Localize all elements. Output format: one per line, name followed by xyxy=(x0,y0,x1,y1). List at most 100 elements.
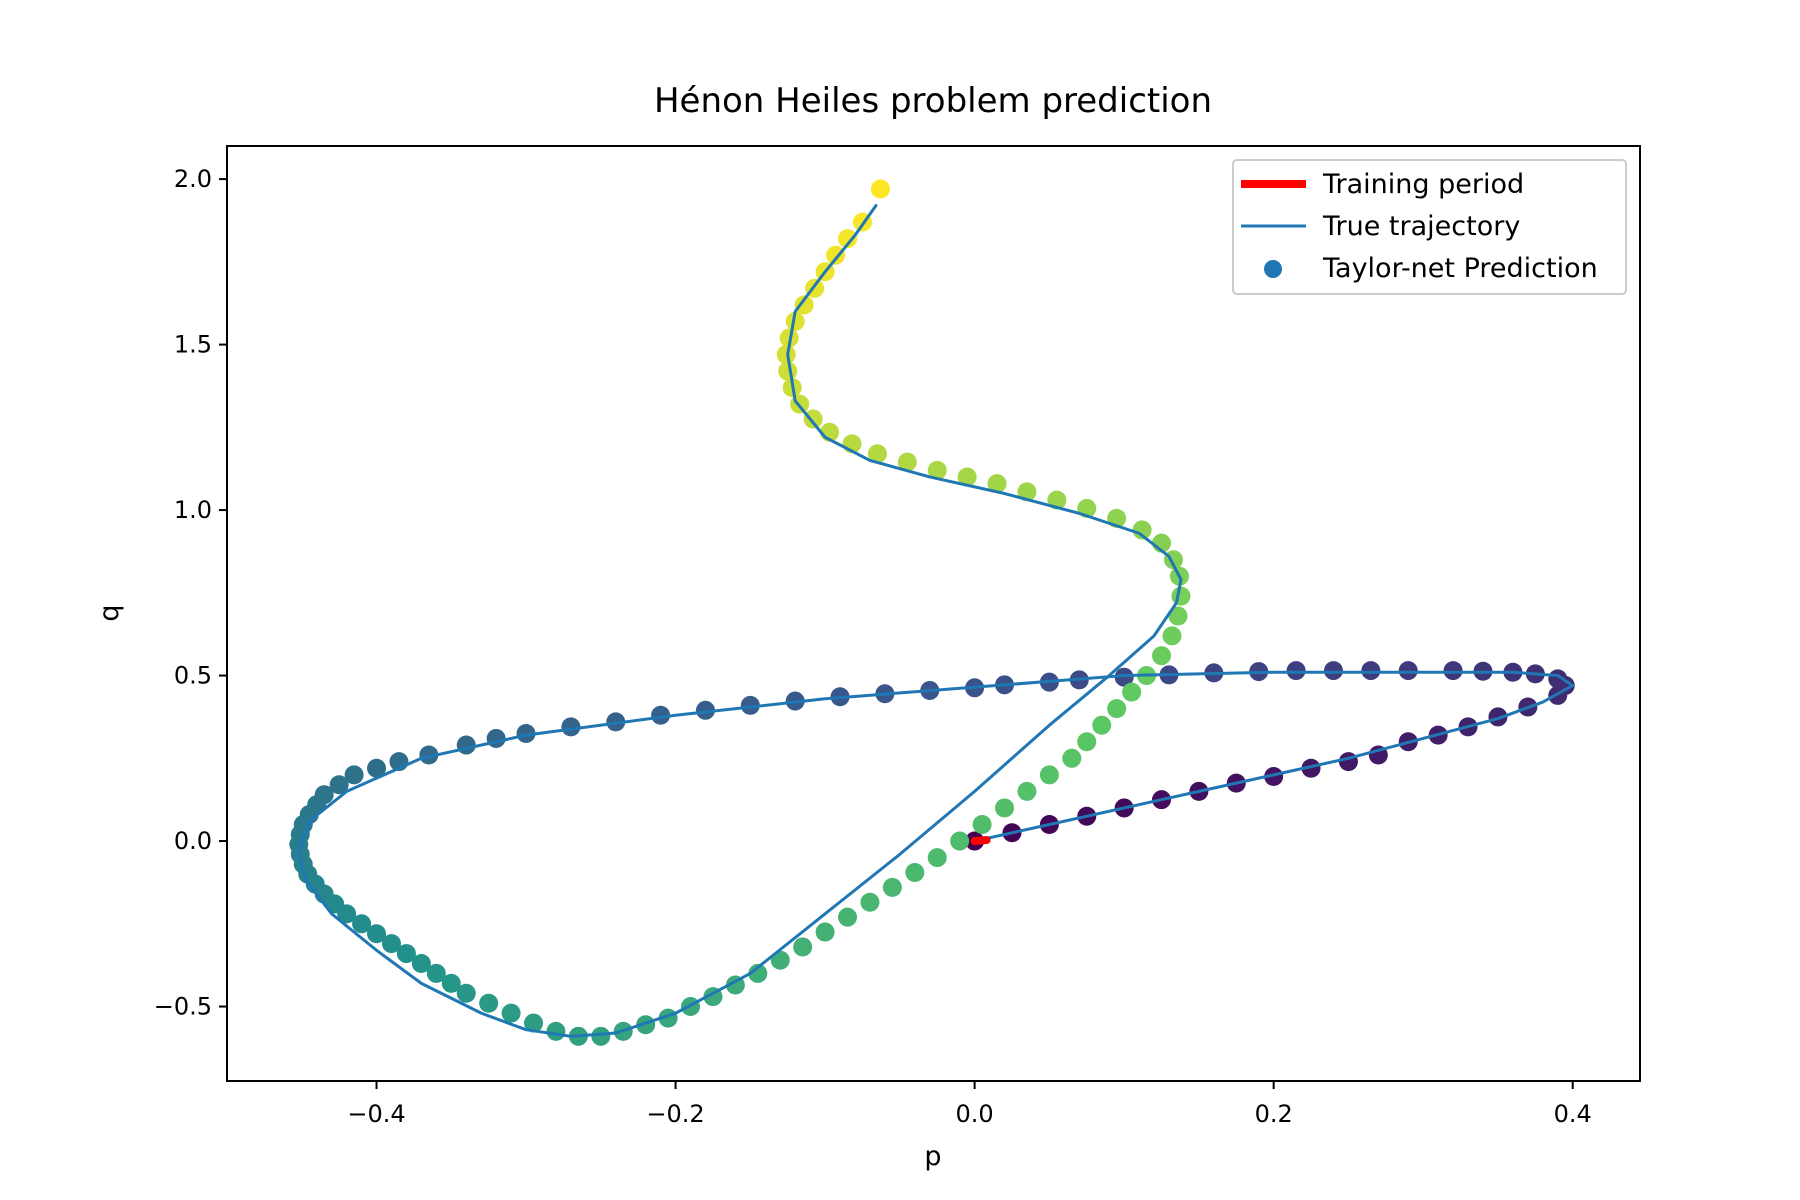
y-tick-label: 2.0 xyxy=(174,165,212,193)
prediction-point xyxy=(337,904,357,924)
prediction-point xyxy=(1488,707,1508,727)
prediction-point xyxy=(1017,781,1037,801)
prediction-point xyxy=(456,983,476,1003)
prediction-point xyxy=(1114,667,1134,687)
x-axis-label: p xyxy=(924,1141,941,1172)
legend: Training period True trajectory Taylor-n… xyxy=(1232,159,1627,295)
chart-title: Hénon Heiles problem prediction xyxy=(654,81,1212,121)
prediction-point xyxy=(1443,661,1463,681)
prediction-point xyxy=(838,907,858,927)
plot-frame xyxy=(226,145,1641,1082)
x-tick-label: 0.4 xyxy=(1554,1100,1592,1128)
prediction-point xyxy=(972,814,992,834)
prediction-point xyxy=(516,723,536,743)
prediction-point xyxy=(897,452,917,472)
prediction-point xyxy=(591,1026,611,1046)
prediction-point xyxy=(501,1003,521,1023)
x-axis: −0.4 −0.2 0.0 0.2 0.4 xyxy=(347,1081,1592,1128)
prediction-point xyxy=(561,717,581,737)
prediction-point xyxy=(1122,682,1142,702)
prediction-point xyxy=(838,229,858,249)
prediction-point xyxy=(381,934,401,954)
prediction-point xyxy=(1264,767,1284,787)
legend-taylor-net-prediction-swatch xyxy=(1264,260,1282,278)
prediction-point xyxy=(1107,699,1127,719)
training-period-line xyxy=(970,836,991,846)
prediction-point xyxy=(419,745,439,765)
y-tick-label: 0.5 xyxy=(174,662,212,690)
x-tick-label: 0.0 xyxy=(956,1100,994,1128)
prediction-point xyxy=(778,361,798,381)
prediction-point xyxy=(1039,765,1059,785)
prediction-point xyxy=(367,758,387,778)
prediction-point xyxy=(927,848,947,868)
prediction-point xyxy=(1168,606,1188,626)
prediction-point xyxy=(987,474,1007,494)
prediction-point xyxy=(546,1021,566,1041)
prediction-point xyxy=(1092,715,1112,735)
prediction-point xyxy=(441,973,461,993)
prediction-point xyxy=(793,937,813,957)
prediction-point xyxy=(411,954,431,974)
prediction-point xyxy=(456,735,476,755)
y-tick-label: 1.0 xyxy=(174,496,212,524)
prediction-point xyxy=(1286,661,1306,681)
plot-layer xyxy=(289,179,1575,1046)
prediction-point xyxy=(1017,482,1037,502)
prediction-point xyxy=(748,963,768,983)
prediction-point xyxy=(344,765,364,785)
x-tick-label: −0.4 xyxy=(347,1100,405,1128)
prediction-point xyxy=(870,179,890,199)
prediction-point xyxy=(352,914,372,934)
prediction-point xyxy=(1361,661,1381,681)
prediction-point xyxy=(426,963,446,983)
prediction-point xyxy=(867,444,887,464)
prediction-point xyxy=(486,728,506,748)
prediction-point xyxy=(815,922,835,942)
prediction-point xyxy=(1323,661,1343,681)
legend-true-trajectory-label: True trajectory xyxy=(1322,211,1520,242)
prediction-point xyxy=(957,467,977,487)
legend-box xyxy=(1232,159,1627,295)
x-tick-label: 0.2 xyxy=(1255,1100,1293,1128)
prediction-point xyxy=(524,1013,544,1033)
prediction-point xyxy=(740,695,760,715)
prediction-point xyxy=(651,705,671,725)
prediction-point xyxy=(770,950,790,970)
legend-taylor-net-prediction-label: Taylor-net Prediction xyxy=(1322,253,1598,284)
prediction-point xyxy=(1301,758,1321,778)
y-tick-label: −0.5 xyxy=(154,993,212,1021)
prediction-point xyxy=(785,311,805,331)
prediction-point xyxy=(1398,661,1418,681)
prediction-point xyxy=(695,700,715,720)
prediction-point xyxy=(479,993,499,1013)
x-tick-label: −0.2 xyxy=(646,1100,704,1128)
prediction-point xyxy=(1152,646,1172,666)
prediction-point xyxy=(927,460,947,480)
prediction-point xyxy=(995,798,1015,818)
prediction-point xyxy=(329,775,349,795)
prediction-point xyxy=(1171,586,1191,606)
prediction-point xyxy=(1132,520,1152,540)
y-tick-label: 0.0 xyxy=(174,827,212,855)
prediction-point xyxy=(794,295,814,315)
y-axis-label: q xyxy=(94,604,125,621)
prediction-point xyxy=(1062,748,1082,768)
legend-training-period-label: Training period xyxy=(1322,169,1524,200)
y-axis: −0.5 0.0 0.5 1.0 1.5 2.0 xyxy=(154,165,227,1021)
prediction-point xyxy=(1077,732,1097,752)
true-trajectory-line xyxy=(297,204,1575,1038)
y-tick-label: 1.5 xyxy=(174,331,212,359)
prediction-point xyxy=(882,877,902,897)
prediction-point xyxy=(803,409,823,429)
prediction-point xyxy=(905,862,925,882)
prediction-point xyxy=(860,892,880,912)
prediction-point xyxy=(367,924,387,944)
prediction-point xyxy=(1338,752,1358,772)
prediction-point xyxy=(396,944,416,964)
prediction-point xyxy=(1162,626,1182,646)
prediction-point xyxy=(826,245,846,265)
prediction-point xyxy=(950,831,970,851)
